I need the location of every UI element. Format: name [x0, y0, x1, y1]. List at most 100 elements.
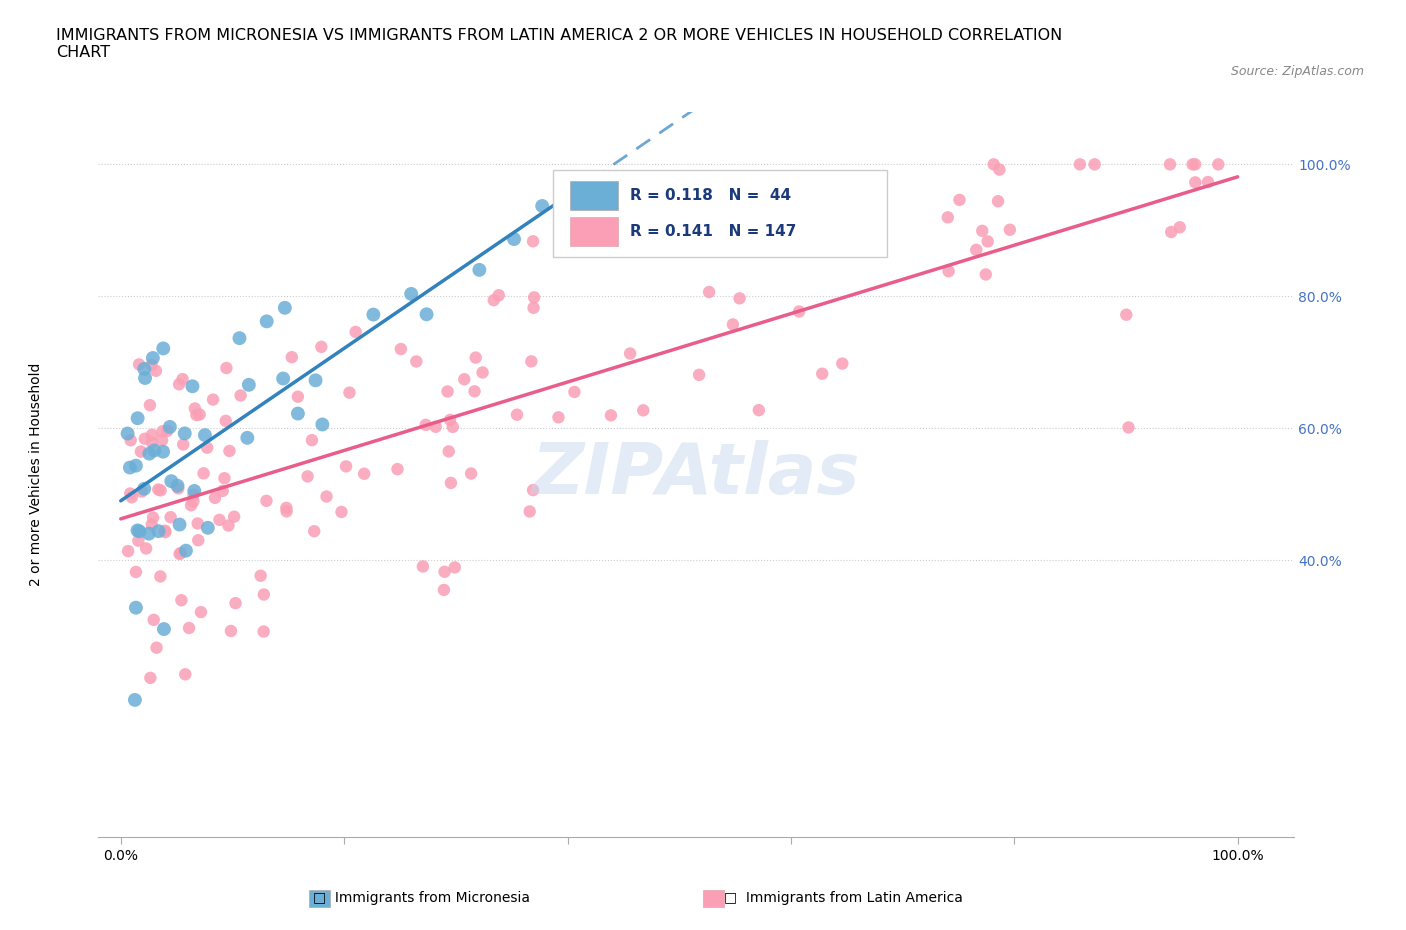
- Point: [522, 233, 544, 248]
- Point: [688, 367, 710, 382]
- Point: [433, 565, 456, 579]
- Point: [169, 517, 191, 532]
- Point: [117, 544, 139, 559]
- Point: [143, 443, 166, 458]
- Point: [159, 419, 181, 434]
- Point: [998, 222, 1021, 237]
- Point: [127, 523, 149, 538]
- Point: [156, 423, 179, 438]
- Text: Source: ZipAtlas.com: Source: ZipAtlas.com: [1230, 65, 1364, 78]
- Point: [208, 512, 231, 527]
- Point: [335, 458, 357, 473]
- Point: [153, 621, 176, 636]
- Point: [127, 533, 149, 548]
- Point: [440, 475, 463, 490]
- Point: [353, 466, 375, 481]
- Point: [276, 504, 298, 519]
- Point: [1115, 307, 1137, 322]
- Point: [974, 267, 997, 282]
- Point: [139, 398, 162, 413]
- Point: [936, 210, 959, 225]
- Point: [211, 484, 233, 498]
- Point: [139, 671, 162, 685]
- Point: [439, 413, 461, 428]
- Point: [167, 377, 190, 392]
- Point: [204, 490, 226, 505]
- Point: [1084, 157, 1107, 172]
- Point: [167, 481, 190, 496]
- Point: [148, 482, 170, 497]
- Point: [271, 371, 294, 386]
- Point: [173, 426, 195, 441]
- Point: [389, 341, 412, 356]
- Point: [256, 494, 278, 509]
- Point: [965, 243, 987, 258]
- Point: [180, 498, 202, 512]
- Point: [134, 370, 156, 385]
- Point: [339, 385, 361, 400]
- Point: [436, 384, 458, 399]
- Point: [464, 384, 486, 399]
- Point: [138, 446, 160, 461]
- Bar: [571, 217, 619, 246]
- Point: [983, 157, 1005, 172]
- Point: [190, 604, 212, 619]
- Point: [197, 521, 219, 536]
- Point: [128, 524, 150, 538]
- Point: [194, 428, 217, 443]
- Point: [471, 365, 494, 380]
- Point: [174, 543, 197, 558]
- Point: [276, 500, 298, 515]
- Point: [344, 325, 367, 339]
- Point: [330, 504, 353, 519]
- Point: [363, 307, 385, 322]
- Point: [177, 620, 200, 635]
- Point: [948, 193, 970, 207]
- Point: [129, 445, 152, 459]
- Point: [215, 361, 238, 376]
- Point: [172, 437, 194, 452]
- Point: [547, 410, 569, 425]
- Point: [228, 331, 250, 346]
- Point: [1069, 157, 1091, 172]
- Point: [202, 392, 225, 407]
- Point: [441, 419, 464, 434]
- Point: [219, 623, 242, 638]
- Point: [214, 471, 236, 485]
- Point: [619, 346, 641, 361]
- Point: [806, 233, 828, 248]
- Point: [488, 287, 510, 302]
- Point: [141, 357, 163, 372]
- Point: [633, 403, 655, 418]
- Point: [600, 408, 623, 423]
- Point: [125, 565, 148, 579]
- Point: [437, 444, 460, 458]
- Point: [229, 388, 252, 403]
- Point: [811, 366, 834, 381]
- Point: [297, 469, 319, 484]
- Point: [311, 417, 333, 432]
- Point: [142, 510, 165, 525]
- Point: [131, 485, 153, 499]
- Point: [188, 407, 211, 422]
- Point: [183, 494, 205, 509]
- Point: [148, 524, 170, 538]
- Point: [141, 517, 163, 532]
- Point: [183, 487, 205, 502]
- Point: [160, 473, 183, 488]
- Point: [519, 504, 541, 519]
- Point: [117, 426, 139, 441]
- Point: [187, 533, 209, 548]
- Point: [141, 427, 163, 442]
- Point: [236, 431, 259, 445]
- Point: [287, 406, 309, 421]
- Point: [287, 390, 309, 405]
- Point: [184, 401, 207, 416]
- Point: [183, 484, 205, 498]
- Point: [125, 458, 148, 473]
- Point: [506, 407, 529, 422]
- Point: [1159, 157, 1181, 172]
- Point: [142, 612, 165, 627]
- Point: [134, 482, 156, 497]
- Bar: [553, 169, 887, 257]
